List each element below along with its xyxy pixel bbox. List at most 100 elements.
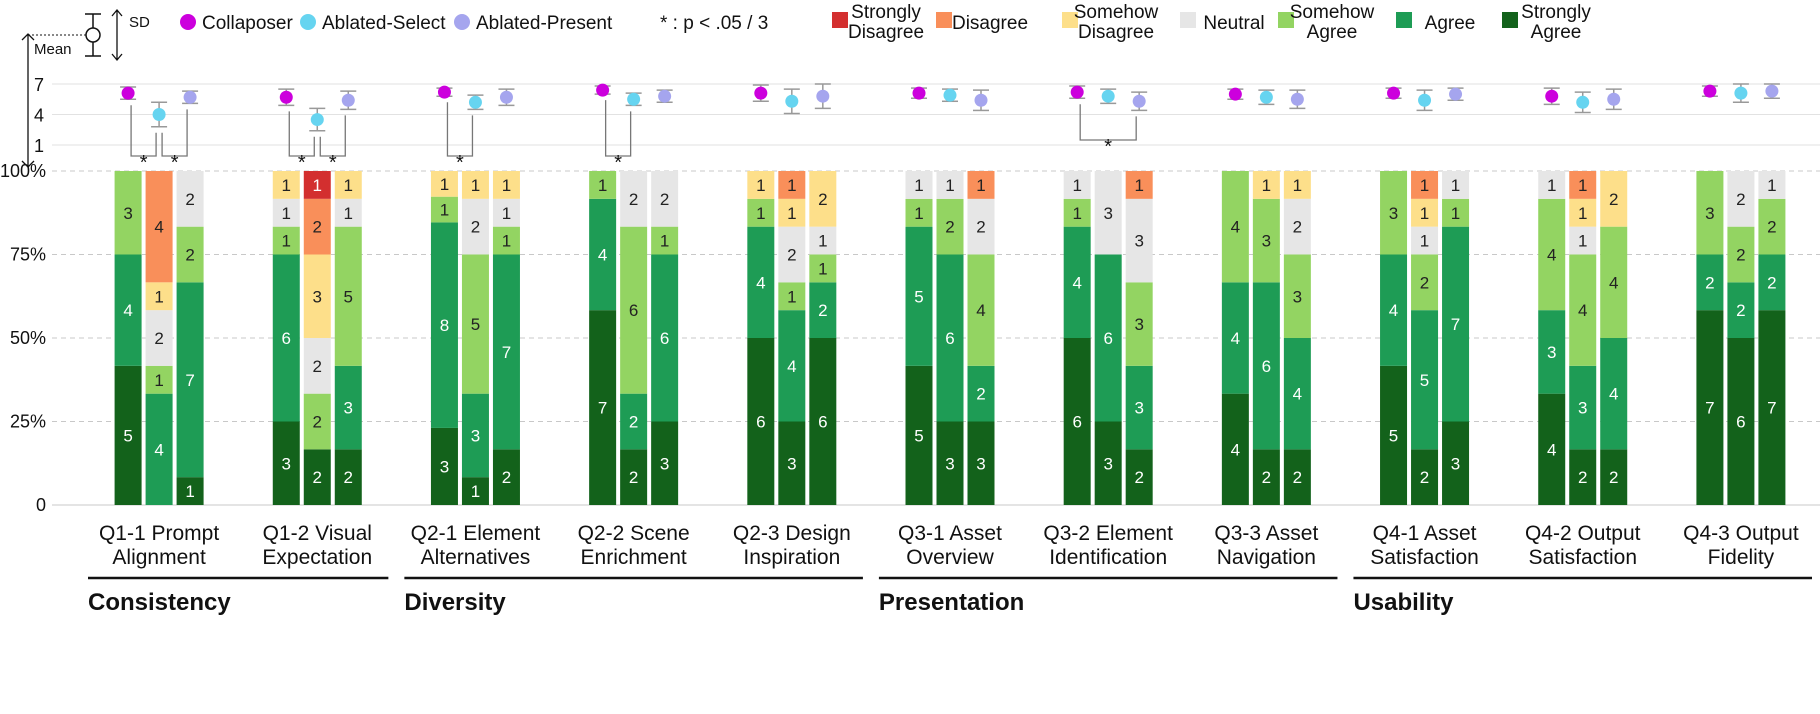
bar-segment: [145, 393, 173, 505]
group-label: Consistency: [88, 589, 231, 616]
bar-segment: [747, 198, 775, 227]
mean-point: [1765, 84, 1779, 98]
bar-segment: [303, 338, 331, 394]
bar-value-label: 3: [440, 457, 449, 476]
bar-value-label: 2: [313, 468, 322, 487]
bar-segment: [1063, 198, 1091, 227]
bar-value-label: 1: [502, 232, 511, 251]
question-label: Q4-1 Asset: [1373, 522, 1477, 545]
bar-segment: [1442, 171, 1470, 199]
bar-value-label: 5: [344, 287, 353, 306]
bar-segment: [651, 171, 679, 227]
question-label: Satisfaction: [1528, 546, 1637, 569]
bar-segment: [809, 171, 837, 227]
bar-segment: [1696, 310, 1724, 505]
bar-segment: [589, 198, 617, 311]
sd-legend-label: SD: [129, 14, 150, 31]
bar-segment: [334, 198, 362, 227]
bar-segment: [967, 198, 995, 255]
group-label: Usability: [1353, 589, 1454, 616]
bar-value-label: 2: [1609, 190, 1618, 209]
bar-value-label: 1: [787, 176, 796, 195]
bar-segment: [145, 310, 173, 366]
bar-segment: [1758, 198, 1786, 255]
bar-segment: [1569, 254, 1597, 366]
bar-segment: [1600, 449, 1628, 505]
bar-value-label: 4: [1578, 301, 1587, 320]
bar-value-label: 4: [123, 301, 132, 320]
bar-segment: [809, 338, 837, 505]
bar-segment: [1538, 171, 1566, 199]
bar-value-label: 7: [1451, 315, 1460, 334]
bar-segment: [1758, 171, 1786, 199]
bar-segment: [272, 171, 300, 199]
bar-segment: [905, 226, 933, 366]
bar-value-label: 1: [818, 259, 827, 278]
bar-segment: [1411, 254, 1439, 311]
bar-segment: [905, 198, 933, 227]
mean-point: [183, 90, 197, 104]
bar-value-label: 3: [1103, 204, 1112, 223]
mean-point: [1290, 92, 1304, 106]
bar-segment: [1569, 171, 1597, 199]
bar-value-label: 2: [660, 190, 669, 209]
bar-value-label: 4: [787, 357, 796, 376]
bar-segment: [1094, 421, 1122, 505]
bar-segment: [1696, 254, 1724, 311]
mean-glyph: [85, 27, 101, 43]
bar-segment: [747, 338, 775, 505]
question-label: Enrichment: [581, 546, 687, 569]
bar-segment: [272, 254, 300, 422]
bar-value-label: 4: [1609, 273, 1618, 292]
legend-swatch: [832, 12, 848, 28]
bar-value-label: 2: [1767, 273, 1776, 292]
bar-value-label: 5: [1389, 426, 1398, 445]
legend-swatch: [1278, 12, 1294, 28]
bar-value-label: 8: [440, 316, 449, 335]
bar-segment: [1380, 171, 1408, 255]
bar-value-label: 1: [976, 176, 985, 195]
bar-segment: [430, 427, 458, 505]
bar-segment: [1411, 449, 1439, 505]
bar-segment: [1411, 226, 1439, 255]
bar-segment: [272, 421, 300, 505]
bar-value-label: 1: [660, 232, 669, 251]
legend-label: Collaposer: [202, 13, 293, 34]
bar-segment: [1538, 393, 1566, 505]
mean-point: [341, 93, 355, 107]
bar-value-label: 2: [1293, 218, 1302, 237]
bar-segment: [1569, 198, 1597, 227]
question-label: Satisfaction: [1370, 546, 1479, 569]
bar-segment: [1221, 282, 1249, 394]
bar-value-label: 2: [154, 329, 163, 348]
bar-segment: [905, 365, 933, 505]
bar-segment: [303, 171, 331, 199]
bar-value-label: 4: [1547, 440, 1556, 459]
bar-value-label: 1: [787, 204, 796, 223]
bar-segment: [1538, 198, 1566, 311]
bar-value-label: 4: [1072, 273, 1081, 292]
bar-segment: [334, 449, 362, 505]
bar-value-label: 1: [440, 175, 449, 194]
mean-point: [1576, 95, 1590, 109]
bar-value-label: 3: [282, 454, 291, 473]
bar-value-label: 1: [1072, 176, 1081, 195]
bar-segment: [334, 171, 362, 199]
mean-point: [152, 108, 166, 121]
bar-value-label: 1: [598, 176, 607, 195]
bar-value-label: 2: [1767, 218, 1776, 237]
bar-value-label: 4: [1293, 385, 1302, 404]
group-label: Presentation: [879, 589, 1024, 616]
bar-value-label: 1: [344, 176, 353, 195]
legend-label: Agree: [1531, 22, 1582, 43]
bar-segment: [1569, 226, 1597, 255]
bar-value-label: 6: [282, 329, 291, 348]
question-label: Q2-3 Design: [733, 522, 851, 545]
bar-segment: [1252, 449, 1280, 505]
bar-value-label: 2: [471, 218, 480, 237]
bar-value-label: 2: [629, 468, 638, 487]
bar-segment: [114, 254, 142, 366]
bar-value-label: 3: [1389, 204, 1398, 223]
bar-value-label: 6: [629, 301, 638, 320]
